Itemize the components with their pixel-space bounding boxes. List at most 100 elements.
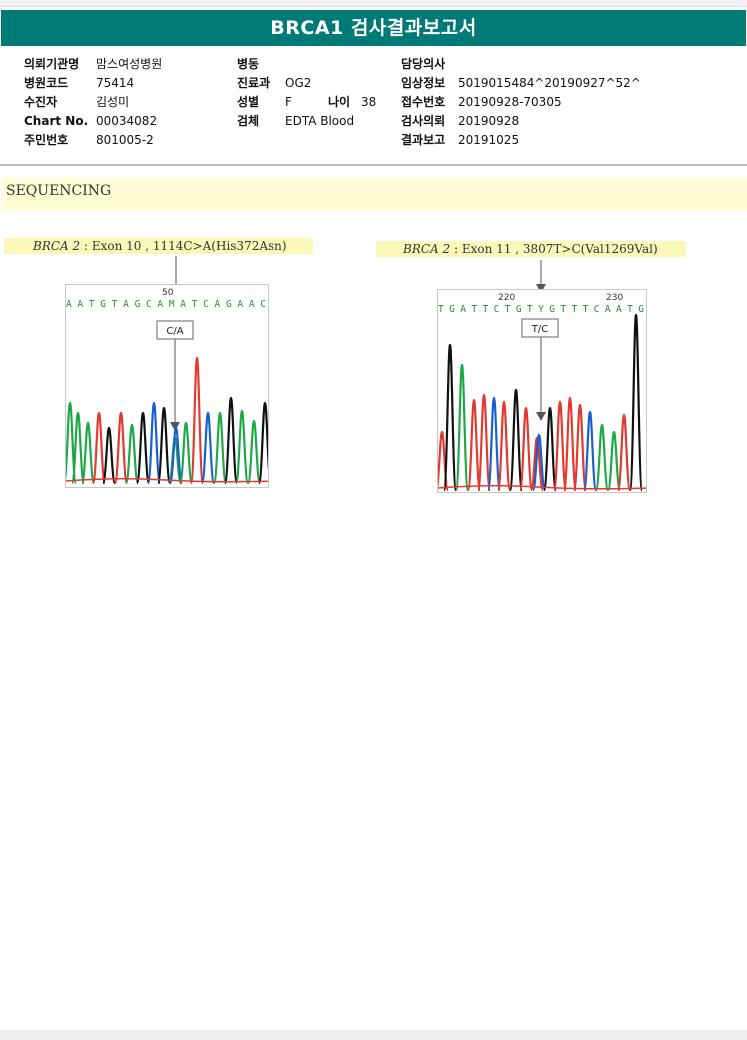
- trace2-peak-15: [582, 410, 598, 492]
- chromatogram-1-position: 50: [162, 288, 174, 298]
- chromatogram-1-sequence: A A T G T A G C A M A T C A G A A C: [66, 299, 266, 310]
- specimen-label: 검체: [237, 114, 260, 128]
- trace1-peak-14: [200, 411, 216, 485]
- resident-no-label: 주민번호: [24, 133, 69, 147]
- variant-2-description: : Exon 11 , 3807T>C(Val1269Val): [453, 242, 658, 256]
- info-row-report-date: 결과보고 20191025: [401, 131, 731, 150]
- trace2-peak-18: [616, 413, 632, 492]
- institution-value: 맘스여성병원: [96, 57, 163, 71]
- variant-2-gene: BRCA 2: [403, 242, 451, 256]
- chromatogram-2-sequence: T G A T T C T G T Y G T T T C A A T G: [438, 304, 644, 315]
- trace1-peak-11: [168, 426, 184, 485]
- trace1-peak-9: [156, 406, 172, 485]
- receipt-no-label: 접수번호: [401, 95, 446, 109]
- chromatogram-2-call-arrowhead: [536, 412, 546, 421]
- info-row-resident-no: 주민번호 801005-2: [24, 131, 224, 150]
- window-bottom-border: [0, 1030, 747, 1040]
- trace1-peak-19: [257, 401, 268, 485]
- department-label: 진료과: [237, 76, 271, 90]
- info-row-physician: 담당의사: [401, 55, 731, 74]
- ward-label: 병동: [237, 57, 260, 71]
- receipt-no-value: 20190928-70305: [458, 95, 562, 109]
- trace1-peak-5: [113, 411, 129, 485]
- patient-name-value: 김성미: [96, 95, 130, 109]
- chromatogram-1-traces: [66, 356, 268, 485]
- trace2-peak-14: [572, 403, 588, 492]
- patient-info-col1: 의뢰기관명 맘스여성병원 병원코드 75414 수진자 김성미 Chart No…: [24, 55, 224, 150]
- trace2-peak-13: [562, 396, 578, 492]
- chromatogram-1-call-label: C/A: [166, 326, 183, 337]
- chromatogram-2-position-a: 220: [498, 293, 515, 303]
- trace2-peak-8: [518, 406, 534, 492]
- trace2-peak-12: [552, 400, 568, 492]
- trace1-peak-12: [178, 421, 194, 485]
- trace2-baseline: [438, 484, 646, 490]
- chart-no-value: 00034082: [96, 114, 158, 128]
- trace2-peak-5: [486, 396, 502, 492]
- trace1-baseline: [66, 477, 268, 483]
- physician-label: 담당의사: [401, 57, 446, 71]
- department-value: OG2: [285, 76, 312, 90]
- chromatogram-1-plot: 50 A A T G T A G C A M A T C A G A A C C…: [66, 288, 268, 485]
- trace1-peak-18: [246, 419, 262, 485]
- trace2-peak-17: [606, 430, 622, 492]
- info-row-specimen: 검체 EDTA Blood: [237, 112, 397, 131]
- trace2-peak-2: [454, 363, 470, 492]
- section-title: SEQUENCING: [2, 178, 747, 211]
- sex-label: 성별: [237, 95, 260, 109]
- trace1-peak-2: [80, 421, 96, 485]
- chromatogram-1-call-arrowhead: [170, 422, 180, 431]
- variant-1-gene: BRCA 2: [33, 239, 81, 253]
- trace2-peak-1: [442, 343, 458, 492]
- trace1-peak-7: [135, 411, 151, 485]
- header-divider: [0, 164, 747, 166]
- trace1-peak-13: [189, 356, 205, 485]
- info-row-patient-name: 수진자 김성미: [24, 93, 224, 112]
- chromatogram-2: 220 230 T G A T T C T G T Y G T T T C A …: [437, 289, 647, 493]
- chromatogram-2-plot: 220 230 T G A T T C T G T Y G T T T C A …: [438, 293, 646, 492]
- request-date-label: 검사의뢰: [401, 114, 446, 128]
- chromatogram-2-traces: [438, 313, 646, 492]
- trace1-peak-16: [223, 396, 239, 485]
- trace2-peak-16: [594, 423, 610, 492]
- clinical-info-label: 임상정보: [401, 76, 446, 90]
- sex-value: F: [285, 95, 292, 109]
- info-row-sex-age: 성별 F 나이 38: [237, 93, 397, 112]
- trace2-peak-4: [476, 393, 492, 492]
- trace2-peak-19: [628, 313, 644, 492]
- info-row-ward: 병동: [237, 55, 397, 74]
- trace2-peak-9: [529, 436, 545, 492]
- chromatogram-2-call-box: [521, 318, 559, 338]
- trace1-peak-3: [91, 411, 107, 485]
- patient-info-col3: 담당의사 임상정보 5019015484^20190927^52^ 접수번호 2…: [401, 55, 731, 150]
- info-row-receipt-no: 접수번호 20190928-70305: [401, 93, 731, 112]
- clinical-info-value: 5019015484^20190927^52^: [458, 76, 641, 90]
- trace1-peak-6: [124, 423, 140, 485]
- report-date-value: 20191025: [458, 133, 520, 147]
- chromatogram-2-call-label: T/C: [531, 324, 548, 335]
- request-date-value: 20190928: [458, 114, 520, 128]
- chart-no-label: Chart No.: [24, 114, 89, 128]
- trace2-peak-11: [542, 406, 558, 492]
- info-row-institution: 의뢰기관명 맘스여성병원: [24, 55, 224, 74]
- report-date-label: 결과보고: [401, 133, 446, 147]
- variant-2-pointer-arrow: [536, 260, 546, 293]
- trace1-peak-8: [146, 401, 162, 485]
- info-row-chart-no: Chart No. 00034082: [24, 112, 224, 131]
- info-row-clinical-info: 임상정보 5019015484^20190927^52^: [401, 74, 731, 93]
- trace1-peak-17: [234, 409, 250, 485]
- window-top-border: [0, 0, 747, 7]
- patient-info-col2: 병동 진료과 OG2 성별 F 나이 38 검체 EDTA Blood: [237, 55, 397, 131]
- chromatogram-2-position-b: 230: [606, 293, 623, 303]
- trace1-peak-15: [212, 411, 228, 485]
- trace1-peak-1: [70, 411, 86, 485]
- info-row-request-date: 검사의뢰 20190928: [401, 112, 731, 131]
- trace2-peak-3: [466, 398, 482, 492]
- variant-2-caption: BRCA 2 : Exon 11 , 3807T>C(Val1269Val): [376, 241, 686, 257]
- info-row-hospital-code: 병원코드 75414: [24, 74, 224, 93]
- trace2-peak-6: [496, 400, 512, 492]
- info-row-department: 진료과 OG2: [237, 74, 397, 93]
- trace1-peak-4: [101, 426, 117, 485]
- patient-name-label: 수진자: [24, 95, 58, 109]
- age-label: 나이: [328, 95, 351, 109]
